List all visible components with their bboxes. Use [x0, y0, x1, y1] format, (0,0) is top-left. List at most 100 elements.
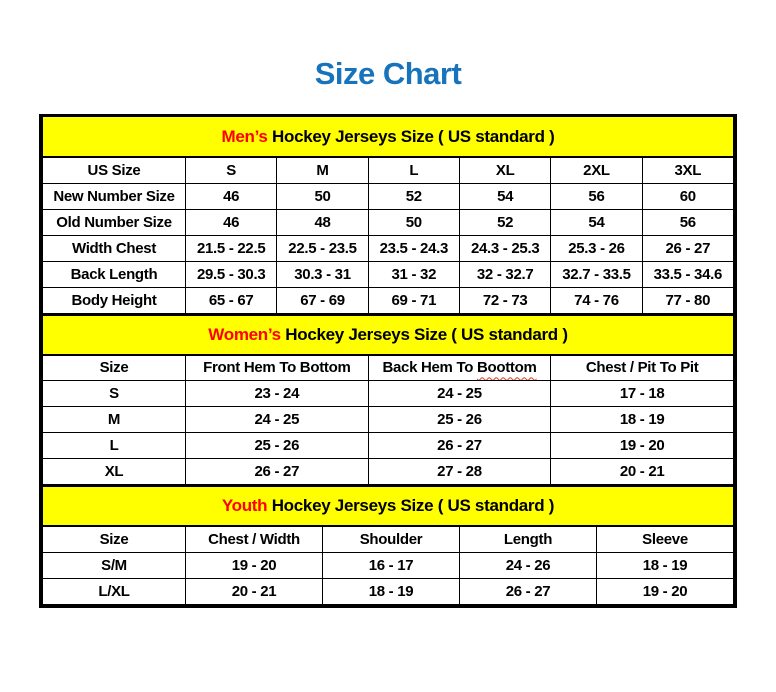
size-cell: 25 - 26 — [185, 432, 369, 459]
row-label: Body Height — [42, 286, 186, 314]
womens-section-header: Women’s Hockey Jerseys Size ( US standar… — [42, 313, 734, 356]
size-cell: 46 — [184, 182, 278, 210]
youth-section-header: Youth Hockey Jerseys Size ( US standard … — [42, 485, 734, 527]
size-cell: 54 — [458, 182, 552, 210]
size-cell: 32 - 32.7 — [458, 260, 552, 288]
size-cell: 20 - 21 — [185, 577, 323, 605]
column-header: Length — [459, 525, 597, 553]
size-cell: 26 - 27 — [641, 234, 735, 262]
size-cell: 56 — [550, 182, 643, 210]
column-header: 2XL — [550, 156, 643, 184]
column-header: 3XL — [641, 156, 735, 184]
size-cell: 24 - 25 — [185, 406, 369, 433]
column-header: Size — [42, 354, 186, 381]
column-header: S — [184, 156, 278, 184]
youth-columns-row: Size Chest / Width Shoulder Length Sleev… — [42, 525, 734, 553]
size-cell: 52 — [458, 208, 552, 236]
row-label: S — [42, 380, 186, 407]
mens-section-title: Men’s Hockey Jerseys Size ( US standard … — [42, 117, 734, 158]
size-cell: 27 - 28 — [367, 458, 552, 485]
table-row: Width Chest 21.5 - 22.5 22.5 - 23.5 23.5… — [42, 234, 735, 262]
size-cell: 56 — [641, 208, 735, 236]
size-chart: Men’s Hockey Jerseys Size ( US standard … — [39, 114, 737, 608]
size-cell: 18 - 19 — [596, 551, 734, 579]
womens-section-title: Women’s Hockey Jerseys Size ( US standar… — [42, 313, 734, 356]
size-cell: 48 — [276, 208, 369, 236]
row-label: Old Number Size — [42, 208, 186, 236]
youth-section-title: Youth Hockey Jerseys Size ( US standard … — [42, 485, 734, 527]
size-cell: 69 - 71 — [367, 286, 460, 314]
youth-size-table: Youth Hockey Jerseys Size ( US standard … — [42, 485, 734, 605]
size-cell: 30.3 - 31 — [276, 260, 369, 288]
column-header: Size — [42, 525, 186, 553]
size-cell: 33.5 - 34.6 — [641, 260, 735, 288]
size-cell: 16 - 17 — [322, 551, 460, 579]
row-label: S/M — [42, 551, 186, 579]
column-header-text: Back Hem To — [382, 359, 474, 377]
table-row: Back Length 29.5 - 30.3 30.3 - 31 31 - 3… — [42, 260, 735, 288]
column-header: Back Hem To Boottom — [367, 354, 552, 381]
size-cell: 60 — [641, 182, 735, 210]
row-label: New Number Size — [42, 182, 186, 210]
column-header: Chest / Pit To Pit — [550, 354, 734, 381]
size-cell: 22.5 - 23.5 — [276, 234, 369, 262]
misspelled-word: Boottom — [476, 359, 537, 377]
column-header: M — [276, 156, 369, 184]
column-header: Sleeve — [596, 525, 734, 553]
size-cell: 25.3 - 26 — [550, 234, 643, 262]
column-header: US Size — [42, 156, 186, 184]
size-cell: 52 — [367, 182, 460, 210]
row-label: M — [42, 406, 186, 433]
size-cell: 46 — [184, 208, 278, 236]
size-cell: 26 - 27 — [459, 577, 597, 605]
size-cell: 23 - 24 — [185, 380, 369, 407]
size-cell: 74 - 76 — [550, 286, 643, 314]
column-header: XL — [458, 156, 552, 184]
page-title: Size Chart — [314, 56, 462, 91]
size-cell: 19 - 20 — [185, 551, 323, 579]
size-cell: 50 — [367, 208, 460, 236]
row-label: L — [42, 432, 186, 459]
youth-section-title-accent: Youth — [221, 496, 268, 515]
size-cell: 65 - 67 — [184, 286, 278, 314]
size-cell: 32.7 - 33.5 — [550, 260, 643, 288]
mens-section-title-accent: Men’s — [221, 126, 268, 146]
size-cell: 67 - 69 — [276, 286, 369, 314]
womens-size-table: Women’s Hockey Jerseys Size ( US standar… — [42, 313, 734, 485]
table-row: M 24 - 25 25 - 26 18 - 19 — [42, 406, 734, 433]
youth-section-title-rest: Hockey Jerseys Size ( US standard ) — [271, 496, 555, 515]
table-row: S/M 19 - 20 16 - 17 24 - 26 18 - 19 — [42, 551, 734, 579]
size-cell: 29.5 - 30.3 — [184, 260, 278, 288]
womens-section-title-accent: Women’s — [208, 324, 281, 344]
size-cell: 77 - 80 — [641, 286, 735, 314]
womens-columns-row: Size Front Hem To Bottom Back Hem To Boo… — [42, 354, 734, 381]
mens-size-table: Men’s Hockey Jerseys Size ( US standard … — [42, 117, 735, 314]
row-label: L/XL — [42, 577, 186, 605]
size-cell: 18 - 19 — [550, 406, 734, 433]
table-row: Old Number Size 46 48 50 52 54 56 — [42, 208, 735, 236]
mens-columns-row: US Size S M L XL 2XL 3XL — [42, 156, 735, 184]
size-cell: 50 — [276, 182, 369, 210]
row-label: Width Chest — [42, 234, 186, 262]
row-label: Back Length — [42, 260, 186, 288]
mens-section-header: Men’s Hockey Jerseys Size ( US standard … — [42, 117, 734, 158]
size-cell: 19 - 20 — [596, 577, 734, 605]
table-row: New Number Size 46 50 52 54 56 60 — [42, 182, 735, 210]
column-header: Shoulder — [322, 525, 460, 553]
column-header: Chest / Width — [185, 525, 323, 553]
size-cell: 31 - 32 — [367, 260, 460, 288]
table-row: S 23 - 24 24 - 25 17 - 18 — [42, 380, 734, 407]
size-cell: 18 - 19 — [322, 577, 460, 605]
table-row: L 25 - 26 26 - 27 19 - 20 — [42, 432, 734, 459]
size-cell: 25 - 26 — [367, 406, 552, 433]
size-cell: 17 - 18 — [550, 380, 734, 407]
mens-section-title-rest: Hockey Jerseys Size ( US standard ) — [272, 126, 555, 146]
row-label: XL — [42, 458, 186, 485]
size-cell: 26 - 27 — [185, 458, 369, 485]
size-cell: 26 - 27 — [367, 432, 552, 459]
size-cell: 19 - 20 — [550, 432, 734, 459]
table-row: L/XL 20 - 21 18 - 19 26 - 27 19 - 20 — [42, 577, 734, 605]
table-row: Body Height 65 - 67 67 - 69 69 - 71 72 -… — [42, 286, 735, 314]
size-cell: 20 - 21 — [550, 458, 734, 485]
size-cell: 24 - 26 — [459, 551, 597, 579]
